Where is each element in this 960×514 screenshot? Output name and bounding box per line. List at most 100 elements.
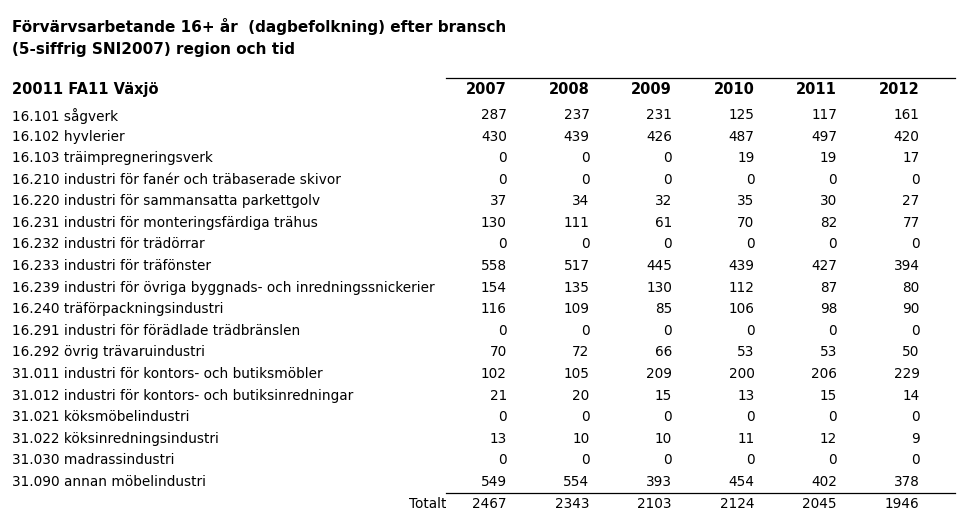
Text: Förvärvsarbetande 16+ år  (dagbefolkning) efter bransch: Förvärvsarbetande 16+ år (dagbefolkning)… xyxy=(12,18,507,35)
Text: 14: 14 xyxy=(902,389,920,402)
Text: 82: 82 xyxy=(820,216,837,230)
Text: 102: 102 xyxy=(481,367,507,381)
Text: 0: 0 xyxy=(746,410,755,424)
Text: Totalt: Totalt xyxy=(409,497,446,510)
Text: 2011: 2011 xyxy=(796,82,837,97)
Text: 2009: 2009 xyxy=(632,82,672,97)
Text: 439: 439 xyxy=(729,259,755,273)
Text: 549: 549 xyxy=(481,475,507,489)
Text: 229: 229 xyxy=(894,367,920,381)
Text: 427: 427 xyxy=(811,259,837,273)
Text: 80: 80 xyxy=(902,281,920,295)
Text: 0: 0 xyxy=(663,237,672,251)
Text: 35: 35 xyxy=(737,194,755,208)
Text: 130: 130 xyxy=(646,281,672,295)
Text: 31.011 industri för kontors- och butiksmöbler: 31.011 industri för kontors- och butiksm… xyxy=(12,367,324,381)
Text: 31.090 annan möbelindustri: 31.090 annan möbelindustri xyxy=(12,475,206,489)
Text: 16.291 industri för förädlade trädbränslen: 16.291 industri för förädlade trädbränsl… xyxy=(12,324,300,338)
Text: 0: 0 xyxy=(911,237,920,251)
Text: 0: 0 xyxy=(828,453,837,467)
Text: 13: 13 xyxy=(490,432,507,446)
Text: 2045: 2045 xyxy=(803,497,837,510)
Text: 32: 32 xyxy=(655,194,672,208)
Text: 19: 19 xyxy=(820,151,837,165)
Text: 111: 111 xyxy=(564,216,589,230)
Text: 497: 497 xyxy=(811,130,837,143)
Text: 0: 0 xyxy=(581,237,589,251)
Text: 206: 206 xyxy=(811,367,837,381)
Text: 13: 13 xyxy=(737,389,755,402)
Text: 17: 17 xyxy=(902,151,920,165)
Text: 2008: 2008 xyxy=(548,82,589,97)
Text: 16.240 träförpackningsindustri: 16.240 träförpackningsindustri xyxy=(12,302,224,316)
Text: 135: 135 xyxy=(564,281,589,295)
Text: 15: 15 xyxy=(820,389,837,402)
Text: 426: 426 xyxy=(646,130,672,143)
Text: 0: 0 xyxy=(828,410,837,424)
Text: 0: 0 xyxy=(581,324,589,338)
Text: 116: 116 xyxy=(481,302,507,316)
Text: 2343: 2343 xyxy=(555,497,589,510)
Text: 130: 130 xyxy=(481,216,507,230)
Text: 0: 0 xyxy=(663,410,672,424)
Text: 16.101 sågverk: 16.101 sågverk xyxy=(12,108,119,124)
Text: 16.103 träimpregneringsverk: 16.103 träimpregneringsverk xyxy=(12,151,213,165)
Text: 72: 72 xyxy=(572,345,589,359)
Text: 19: 19 xyxy=(737,151,755,165)
Text: 154: 154 xyxy=(481,281,507,295)
Text: 402: 402 xyxy=(811,475,837,489)
Text: 394: 394 xyxy=(894,259,920,273)
Text: 21: 21 xyxy=(490,389,507,402)
Text: 87: 87 xyxy=(820,281,837,295)
Text: 16.210 industri för fanér och träbaserade skivor: 16.210 industri för fanér och träbaserad… xyxy=(12,173,342,187)
Text: 378: 378 xyxy=(894,475,920,489)
Text: 558: 558 xyxy=(481,259,507,273)
Text: 112: 112 xyxy=(729,281,755,295)
Text: 10: 10 xyxy=(572,432,589,446)
Text: 0: 0 xyxy=(663,173,672,187)
Text: 2012: 2012 xyxy=(879,82,920,97)
Text: 0: 0 xyxy=(498,237,507,251)
Text: 9: 9 xyxy=(911,432,920,446)
Text: 10: 10 xyxy=(655,432,672,446)
Text: 0: 0 xyxy=(746,173,755,187)
Text: 0: 0 xyxy=(911,453,920,467)
Text: 287: 287 xyxy=(481,108,507,122)
Text: 0: 0 xyxy=(581,453,589,467)
Text: 12: 12 xyxy=(820,432,837,446)
Text: 27: 27 xyxy=(902,194,920,208)
Text: 16.102 hyvlerier: 16.102 hyvlerier xyxy=(12,130,125,143)
Text: 0: 0 xyxy=(911,410,920,424)
Text: 0: 0 xyxy=(663,151,672,165)
Text: 237: 237 xyxy=(564,108,589,122)
Text: 1946: 1946 xyxy=(885,497,920,510)
Text: 0: 0 xyxy=(911,324,920,338)
Text: 109: 109 xyxy=(564,302,589,316)
Text: 16.232 industri för trädörrar: 16.232 industri för trädörrar xyxy=(12,237,205,251)
Text: 16.220 industri för sammansatta parkettgolv: 16.220 industri för sammansatta parkettg… xyxy=(12,194,321,208)
Text: 16.233 industri för träfönster: 16.233 industri för träfönster xyxy=(12,259,211,273)
Text: 209: 209 xyxy=(646,367,672,381)
Text: 0: 0 xyxy=(663,453,672,467)
Text: 454: 454 xyxy=(729,475,755,489)
Text: 125: 125 xyxy=(729,108,755,122)
Text: 0: 0 xyxy=(498,453,507,467)
Text: 15: 15 xyxy=(655,389,672,402)
Text: 0: 0 xyxy=(663,324,672,338)
Text: 31.022 köksinredningsindustri: 31.022 köksinredningsindustri xyxy=(12,432,219,446)
Text: 445: 445 xyxy=(646,259,672,273)
Text: 161: 161 xyxy=(894,108,920,122)
Text: 16.239 industri för övriga byggnads- och inredningssnickerier: 16.239 industri för övriga byggnads- och… xyxy=(12,281,435,295)
Text: 77: 77 xyxy=(902,216,920,230)
Text: 439: 439 xyxy=(564,130,589,143)
Text: 0: 0 xyxy=(581,410,589,424)
Text: 0: 0 xyxy=(911,173,920,187)
Text: 554: 554 xyxy=(564,475,589,489)
Text: 430: 430 xyxy=(481,130,507,143)
Text: 2007: 2007 xyxy=(467,82,507,97)
Text: 37: 37 xyxy=(490,194,507,208)
Text: 16.231 industri för monteringsfärdiga trähus: 16.231 industri för monteringsfärdiga tr… xyxy=(12,216,319,230)
Text: 11: 11 xyxy=(737,432,755,446)
Text: 70: 70 xyxy=(490,345,507,359)
Text: 105: 105 xyxy=(564,367,589,381)
